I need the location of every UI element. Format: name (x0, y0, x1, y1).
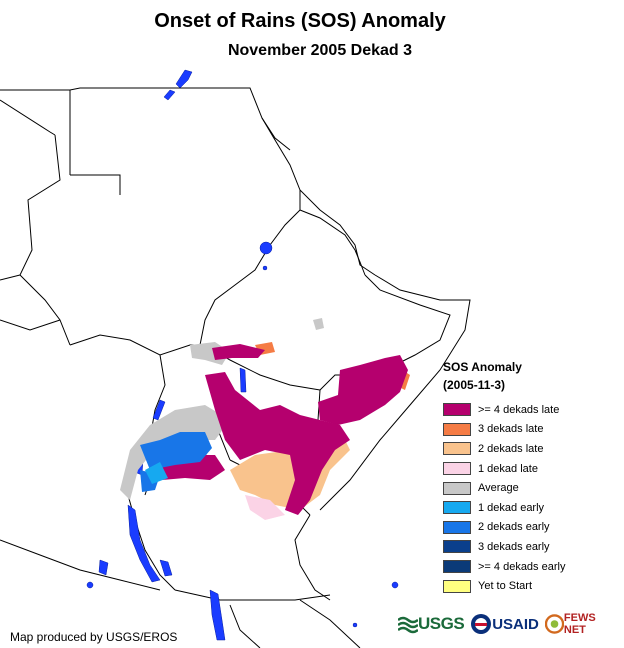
border-sudan-south (69, 334, 205, 356)
legend-swatch (443, 442, 471, 456)
border-drc-north (0, 274, 21, 281)
lake-small-3 (86, 581, 94, 589)
usgs-logo-text: USGS (418, 614, 465, 633)
border-mozambique (299, 599, 361, 648)
lake-small-1 (262, 265, 268, 271)
lake-nasser-south (163, 89, 176, 101)
legend-item: >= 4 dekads late (443, 400, 623, 420)
border-ethiopia-somalia (317, 274, 451, 421)
anomaly-regions (120, 318, 410, 520)
legend-date: (2005-11-3) (443, 378, 506, 392)
legend-label: 2 dekads late (478, 442, 544, 455)
usgs-wave-icon (398, 616, 418, 634)
legend-label: >= 4 dekads early (478, 560, 566, 573)
region-2-dekads-early-1 (140, 432, 212, 470)
legend-label: 1 dekad late (478, 462, 538, 475)
border-egypt-south (0, 87, 291, 151)
legend-label: Yet to Start (478, 580, 533, 593)
legend-item: 1 dekad early (443, 498, 623, 518)
legend-item: 1 dekad late (443, 459, 623, 479)
legend-label: 3 dekads early (478, 540, 550, 553)
legend-items: >= 4 dekads late 3 dekads late 2 dekads la… (443, 400, 623, 596)
usaid-logo-text: USAID (492, 615, 539, 633)
legend-label: 3 dekads late (478, 423, 544, 436)
lake-tana (259, 241, 273, 255)
legend-item: 2 dekads late (443, 439, 623, 459)
logos: USGS USAID FEWS NET (398, 612, 624, 636)
border-car (0, 319, 61, 331)
country-borders (0, 87, 471, 648)
legend-title: SOS Anomaly (443, 360, 522, 374)
border-tanzania-coast (294, 514, 331, 601)
border-eritrea (299, 190, 356, 251)
legend-swatch (443, 403, 471, 417)
legend-item: 3 dekads late (443, 420, 623, 440)
border-sudan-libya (70, 174, 121, 195)
legend-swatch (443, 579, 471, 593)
lake-albert (152, 399, 166, 421)
border-somalia-coast (319, 274, 471, 511)
legend-item: Average (443, 478, 623, 498)
legend-swatch (443, 462, 471, 476)
legend-label: >= 4 dekads late (478, 403, 560, 416)
legend-item: 2 dekads early (443, 518, 623, 538)
fews-logo-text: FEWS NET (563, 612, 596, 636)
map-title: Onset of Rains (SOS) Anomaly (154, 10, 446, 32)
lake-mweru (98, 559, 109, 576)
usaid-logo: USAID (470, 613, 539, 635)
legend-item: 3 dekads early (443, 537, 623, 557)
legend-label: 1 dekad early (478, 501, 545, 514)
lake-small-4 (391, 581, 399, 589)
region-4-dekads-late-north (212, 344, 265, 360)
region-average-2 (120, 405, 230, 500)
lake-turkana (239, 367, 247, 393)
legend: SOS Anomaly (2005-11-3) >= 4 dekads late… (443, 358, 623, 596)
region-average-3 (313, 318, 324, 330)
border-tanzania-south (174, 589, 331, 601)
region-4-dekads-late-kenya (205, 372, 350, 515)
region-1-dekad-late (245, 495, 285, 520)
border-libya-chad (0, 99, 56, 136)
border-malawi (229, 604, 261, 648)
border-zambia (0, 539, 161, 591)
legend-swatch (443, 422, 471, 436)
fews-circle-icon (544, 614, 564, 634)
map-subtitle: November 2005 Dekad 3 (227, 42, 413, 59)
usaid-seal-icon (471, 614, 492, 634)
legend-swatch (443, 520, 471, 534)
fews-logo: FEWS NET (544, 612, 618, 636)
legend-swatch (443, 540, 471, 554)
lake-rukwa (159, 559, 173, 577)
legend-swatch (443, 560, 471, 574)
legend-swatch (443, 481, 471, 495)
lake-tanganyika (127, 504, 161, 583)
map-credit: Map produced by USGS/EROS (10, 630, 178, 644)
legend-label: 2 dekads early (478, 521, 550, 534)
region-4-dekads-late-somalia (318, 355, 408, 425)
border-sudan-ethiopia (199, 209, 301, 346)
border-sudan-west (19, 134, 71, 346)
lake-malawi (209, 589, 226, 641)
legend-item: >= 4 dekads early (443, 557, 623, 577)
lake-nasser (175, 69, 193, 89)
usgs-logo: USGS (398, 614, 465, 634)
lake-small-5 (352, 622, 358, 628)
legend-label: Average (478, 482, 519, 495)
region-1-dekad-early (145, 462, 168, 484)
legend-item: Yet to Start (443, 576, 623, 596)
border-djibouti (354, 249, 366, 276)
legend-swatch (443, 501, 471, 515)
